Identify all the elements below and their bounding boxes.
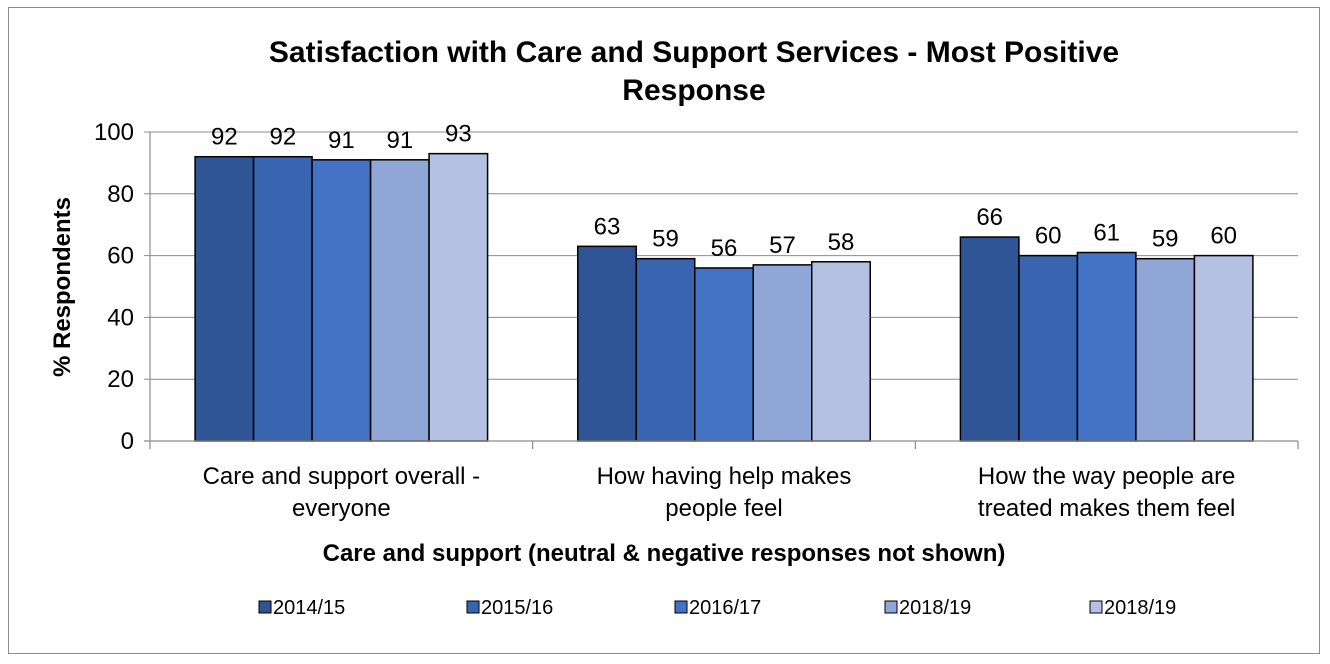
data-label: 58	[828, 229, 855, 256]
legend-swatch	[884, 600, 898, 614]
category-label: treated makes them feel	[978, 495, 1235, 522]
data-label: 93	[445, 121, 472, 148]
legend-item: 2014/15	[258, 597, 345, 619]
legend-item: 2018/19	[1089, 597, 1176, 619]
bar	[1135, 257, 1196, 442]
bar	[577, 245, 637, 442]
category-label: people feel	[665, 495, 782, 522]
legend-item: 2015/16	[466, 597, 553, 619]
bar	[311, 159, 372, 442]
y-tick-label: 60	[107, 243, 134, 270]
bar	[1076, 251, 1137, 442]
y-tick-label: 80	[107, 181, 134, 208]
bar	[635, 257, 696, 442]
data-label: 56	[711, 235, 738, 262]
y-tick-label: 20	[107, 366, 134, 393]
data-label: 59	[652, 226, 679, 253]
y-tick-label: 0	[121, 428, 134, 455]
data-label: 91	[386, 127, 413, 154]
chart-title-line-1: Satisfaction with Care and Support Servi…	[269, 36, 1119, 69]
category-label: everyone	[292, 495, 391, 522]
y-tick-label: 40	[107, 304, 134, 331]
legend-swatch	[258, 600, 272, 614]
category-label: Care and support overall -	[203, 463, 480, 490]
bar	[694, 267, 754, 442]
bar	[1018, 254, 1079, 442]
data-label: 60	[1210, 223, 1237, 250]
data-label: 91	[328, 127, 355, 154]
data-label: 57	[769, 232, 796, 259]
axes	[144, 132, 1299, 449]
legend-label: 2015/16	[481, 597, 553, 619]
data-label: 92	[269, 124, 296, 151]
legend-swatch	[1089, 600, 1103, 614]
legend-label: 2018/19	[1104, 597, 1176, 619]
legend-label: 2014/15	[273, 597, 345, 619]
legend-swatch	[674, 600, 688, 614]
category-label: How having help makes	[597, 463, 852, 490]
y-axis-label: % Respondents	[49, 197, 76, 377]
chart-title: Satisfaction with Care and Support Servi…	[269, 36, 1119, 107]
data-label: 59	[1152, 226, 1179, 253]
bars	[194, 152, 1254, 442]
legend: 2014/15 2015/16 2016/17 2018/19 2018/19	[258, 597, 1176, 619]
bar	[428, 152, 489, 442]
y-tick-label: 100	[94, 119, 134, 146]
x-axis-label: Care and support (neutral & negative res…	[323, 540, 1006, 567]
legend-item: 2018/19	[884, 597, 971, 619]
data-labels: 92 63 66 92 59 60 91 56 61 91 57 59 93 58 60	[211, 121, 1237, 262]
data-label: 63	[594, 213, 621, 240]
bar	[252, 155, 313, 442]
bar	[959, 236, 1020, 442]
legend-swatch	[466, 600, 480, 614]
data-label: 66	[976, 204, 1003, 231]
category-label: How the way people are	[978, 463, 1235, 490]
legend-item: 2016/17	[674, 597, 761, 619]
bar	[369, 159, 430, 442]
bar	[1193, 254, 1254, 442]
bar	[752, 264, 813, 442]
legend-label: 2016/17	[689, 597, 761, 619]
category-labels: Care and support overall - everyone How ha…	[203, 463, 1236, 522]
chart-title-line-2: Response	[622, 74, 765, 107]
data-label: 61	[1093, 220, 1120, 247]
y-axis-ticks: 0 20 40 60 80 100	[94, 119, 150, 455]
data-label: 92	[211, 124, 238, 151]
bar	[194, 155, 255, 442]
bar	[811, 261, 871, 442]
data-label: 60	[1035, 223, 1062, 250]
legend-label: 2018/19	[899, 597, 971, 619]
